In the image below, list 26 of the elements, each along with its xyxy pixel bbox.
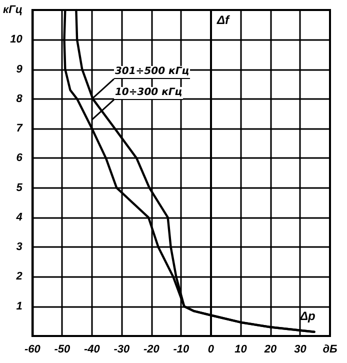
y-tick-label: 1 (16, 300, 22, 312)
x-tick-label: -50 (54, 344, 72, 356)
annotation: 301÷500 кГц (114, 66, 190, 79)
x-tick-label: 30 (294, 344, 308, 356)
y-tick-label: 6 (16, 152, 24, 164)
x-tick-label: -30 (114, 344, 131, 356)
y-axis-title: Δf (216, 13, 230, 27)
y-tick-label: 2 (15, 270, 22, 283)
x-tick-label: -20 (144, 344, 160, 356)
x-axis-title: Δp (299, 309, 316, 323)
y-tick-label: 10 (10, 34, 24, 46)
y-tick-label: 7 (16, 122, 24, 135)
x-tick-label: дБ (322, 344, 338, 356)
y-tick-label: 3 (16, 241, 22, 254)
x-tick-label: 20 (263, 344, 278, 356)
x-tick-label: -60 (24, 344, 42, 356)
y-tick-label: 4 (15, 211, 22, 224)
y-tick-label: 9 (16, 63, 24, 76)
x-tick-label: 0 (208, 344, 215, 356)
x-tick-label: -10 (173, 344, 190, 356)
x-tick-label: 10 (234, 344, 248, 356)
x-tick-label: -40 (84, 344, 101, 356)
y-tick-label: 5 (16, 182, 24, 194)
annotation: 10÷300 кГц (114, 86, 184, 100)
y-tick-label: 8 (16, 92, 24, 105)
y-tick-label: кГц (2, 4, 22, 16)
